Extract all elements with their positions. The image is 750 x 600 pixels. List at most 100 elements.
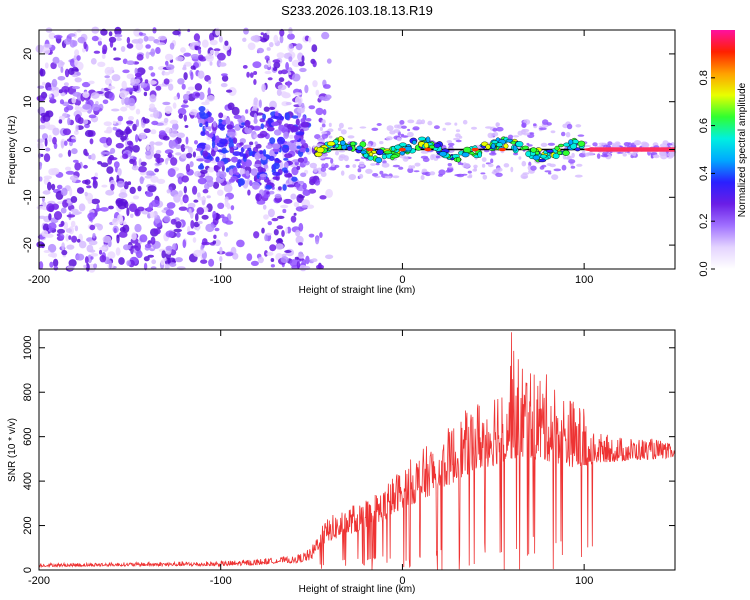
noise-blob: [321, 97, 330, 102]
track-halo-blob: [600, 154, 609, 158]
track-halo-blob: [458, 135, 463, 139]
noise-blob: [114, 33, 123, 38]
noise-blob: [193, 33, 200, 42]
noise-blob: [105, 189, 115, 196]
noise-blob: [130, 77, 136, 86]
noise-blob: [308, 233, 315, 238]
track-halo-blob: [445, 169, 451, 173]
noise-blob: [214, 227, 220, 232]
track-halo-blob: [318, 156, 326, 159]
noise-blob: [43, 175, 52, 180]
transition-blob: [272, 171, 281, 176]
noise-blob: [134, 78, 141, 84]
noise-blob: [207, 87, 211, 96]
noise-blob: [298, 98, 302, 107]
noise-blob: [315, 236, 320, 245]
track-halo-blob: [522, 132, 531, 136]
noise-blob: [76, 253, 85, 261]
noise-blob: [150, 236, 156, 245]
noise-blob: [60, 140, 65, 149]
noise-blob: [89, 138, 94, 145]
noise-blob: [146, 206, 152, 213]
noise-blob: [212, 181, 220, 189]
track-halo-blob: [339, 154, 346, 159]
track-blob: [360, 150, 367, 155]
noise-blob: [138, 132, 147, 140]
noise-blob: [75, 114, 82, 123]
noise-blob: [173, 194, 181, 203]
noise-blob: [187, 231, 196, 236]
noise-blob: [58, 153, 63, 158]
noise-blob: [122, 69, 130, 74]
noise-blob: [138, 158, 142, 167]
noise-blob: [169, 42, 175, 50]
noise-blob: [301, 204, 309, 209]
noise-blob: [113, 47, 117, 51]
track-halo-blob: [539, 127, 547, 131]
noise-blob: [65, 228, 72, 234]
y-tick-label: 800: [22, 383, 34, 401]
noise-blob: [123, 244, 130, 251]
spectrogram-signal: [195, 106, 677, 196]
transition-blob: [300, 172, 307, 178]
noise-blob: [99, 136, 109, 144]
noise-blob: [208, 79, 212, 85]
noise-blob: [93, 223, 102, 227]
noise-blob: [43, 43, 52, 49]
noise-blob: [181, 83, 186, 90]
track-blob: [477, 151, 483, 158]
noise-blob: [150, 175, 159, 183]
noise-blob: [84, 123, 90, 129]
track-halo-blob: [482, 174, 488, 180]
noise-blob: [288, 27, 293, 35]
noise-blob: [197, 70, 205, 79]
transition-blob: [230, 175, 238, 181]
noise-blob: [90, 253, 99, 257]
noise-blob: [182, 239, 187, 249]
noise-blob: [144, 79, 149, 84]
noise-blob: [160, 259, 165, 266]
noise-blob: [150, 72, 156, 77]
noise-blob: [281, 92, 291, 99]
track-blob: [538, 158, 547, 163]
noise-blob: [126, 36, 131, 44]
track-halo-blob: [330, 158, 334, 164]
noise-blob: [153, 228, 161, 235]
noise-blob: [215, 27, 221, 36]
track-blob: [540, 154, 547, 159]
noise-blob: [194, 140, 198, 145]
noise-blob: [61, 187, 68, 196]
noise-blob: [91, 198, 100, 205]
transition-blob: [291, 176, 298, 182]
noise-blob: [76, 55, 81, 61]
noise-blob: [208, 258, 215, 267]
noise-blob: [40, 153, 44, 157]
track-halo-blob: [660, 153, 668, 160]
transition-blob: [297, 157, 304, 163]
noise-blob: [189, 112, 197, 116]
noise-blob: [156, 178, 166, 184]
noise-blob: [266, 191, 270, 195]
noise-blob: [172, 30, 181, 36]
track-halo-blob: [393, 129, 401, 133]
noise-blob: [36, 205, 46, 210]
noise-blob: [311, 44, 318, 53]
transition-blob: [204, 159, 211, 164]
track-halo-blob: [335, 150, 339, 156]
noise-blob: [283, 198, 293, 204]
noise-blob: [297, 107, 305, 114]
noise-blob: [87, 198, 93, 204]
noise-blob: [147, 254, 154, 258]
track-blob: [356, 145, 364, 151]
noise-blob: [134, 242, 141, 252]
noise-blob: [136, 250, 143, 259]
noise-blob: [151, 120, 159, 126]
noise-blob: [137, 185, 142, 192]
track-blob: [577, 140, 586, 147]
track-blob: [512, 145, 518, 152]
transition-blob: [272, 162, 280, 170]
track-blob: [557, 150, 563, 155]
noise-blob: [201, 241, 211, 246]
transition-blob: [216, 141, 226, 148]
